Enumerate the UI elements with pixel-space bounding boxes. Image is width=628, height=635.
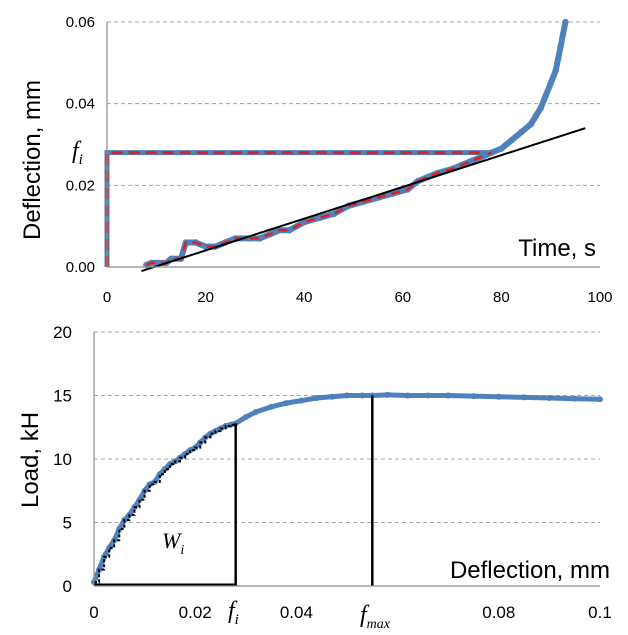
c1-data-point [508, 137, 515, 144]
c2-data-point [136, 496, 143, 503]
c1-series-line [145, 21, 569, 268]
c2-guides [94, 395, 374, 587]
c2-data-point [146, 481, 153, 488]
c2-data-point [187, 447, 194, 454]
c2-data-point [283, 400, 290, 407]
c1-x-tick-label: 100 [587, 289, 612, 306]
c2-data-point [495, 393, 502, 400]
c1-data-point [527, 120, 535, 128]
c2-data-point [106, 544, 113, 551]
c2-fmax-label: fmax [360, 602, 391, 632]
c1-fi-label: fi [72, 138, 83, 168]
c2-xlabel: Deflection, mm [450, 557, 610, 584]
c1-data-point [557, 43, 564, 50]
c2-gridlines [94, 331, 600, 523]
c2-y-tick-label: 5 [63, 514, 72, 533]
c1-x-tick-label: 0 [103, 289, 111, 306]
load-deflection-chart: 0 5 10 15 20 0 0.02 0.04 0.08 0.1 Load, kH Deflec… [17, 323, 612, 632]
c2-axes [93, 332, 600, 587]
c2-data-point [116, 525, 123, 532]
c2-y-tick-label: 10 [53, 450, 72, 469]
deflection-time-chart: 0.00 0.02 0.04 0.06 0 20 40 60 80 100 Deflection,… [19, 14, 613, 306]
c1-data-point [498, 145, 505, 152]
c1-data-point [562, 18, 569, 26]
c2-data-point [424, 392, 431, 399]
c2-data-point [445, 392, 452, 399]
c2-data-point [571, 395, 578, 402]
c2-x-tick-label: 0.02 [179, 603, 212, 622]
c1-x-tick-label: 80 [493, 289, 510, 306]
c1-ylabel: Deflection, mm [19, 80, 46, 240]
c2-tick-labels: 0 5 10 15 20 0 0.02 0.04 0.08 0.1 [53, 323, 612, 622]
c1-data-point [517, 129, 525, 136]
c2-data-point [298, 397, 305, 404]
c1-data-point [547, 80, 554, 87]
c2-w-label: Wi [162, 528, 184, 558]
c1-x-tick-label: 20 [197, 289, 214, 306]
c2-x-tick-label: 0.08 [482, 603, 515, 622]
c2-data-point [344, 392, 350, 399]
c1-trendline-group [141, 127, 586, 273]
c2-series-line [91, 392, 601, 584]
c1-fi-guide-blue [104, 150, 492, 267]
c1-data-point [468, 157, 476, 165]
c1-trendline [141, 127, 586, 273]
c1-y-tick-label: 0.02 [66, 177, 95, 194]
c1-series [143, 18, 569, 269]
c2-data-point [268, 403, 275, 410]
c1-xlabel: Time, s [518, 235, 596, 262]
c1-data-point [286, 227, 293, 234]
c2-series [91, 391, 603, 586]
c1-gridlines [107, 21, 600, 186]
c1-x-tick-label: 40 [296, 289, 313, 306]
c1-fi-guides [104, 150, 492, 267]
c2-data-point [156, 471, 163, 478]
c1-data-point [256, 235, 264, 242]
c2-data-point [359, 392, 366, 399]
c1-x-tick-label: 60 [394, 289, 411, 306]
c1-data-point [559, 31, 567, 38]
c2-data-point [207, 430, 214, 437]
c2-data-point [404, 392, 411, 399]
c2-data-point [521, 394, 528, 401]
c2-data-point [313, 395, 320, 402]
c2-data-point [546, 395, 553, 402]
c2-data-point [182, 450, 189, 457]
c1-fi-guide-red [105, 151, 492, 267]
c2-y-tick-label: 15 [53, 387, 72, 406]
c2-x-tick-label: 0.1 [588, 603, 612, 622]
c1-series-red-overlay [145, 151, 492, 267]
c1-data-point [542, 92, 549, 99]
c2-data-point [242, 414, 249, 421]
c1-data-point [537, 104, 545, 111]
c2-fi-label: fi [228, 598, 239, 628]
c2-data-point [384, 391, 391, 398]
c2-data-point [470, 393, 477, 400]
c1-y-tick-label: 0.04 [66, 96, 95, 113]
c1-data-point [554, 55, 562, 62]
c2-data-point [328, 393, 335, 400]
c1-tick-labels: 0.00 0.02 0.04 0.06 0 20 40 60 80 100 [66, 14, 613, 306]
c1-y-tick-label: 0.00 [66, 259, 95, 276]
c2-x-tick-label: 0.04 [280, 603, 313, 622]
c2-y-tick-label: 20 [53, 323, 72, 342]
c2-data-point [252, 409, 259, 416]
c1-data-point [532, 112, 540, 120]
c1-data-point [202, 243, 209, 250]
c2-data-point [597, 396, 603, 403]
c1-data-point [301, 218, 308, 226]
c1-y-tick-label: 0.06 [66, 14, 95, 31]
c2-data-point [166, 461, 173, 468]
c1-axes [106, 22, 600, 268]
c2-work-curve [94, 423, 237, 584]
c2-data-point [161, 466, 168, 473]
c2-x-tick-label: 0 [89, 603, 98, 622]
c2-ylabel: Load, kH [17, 412, 44, 508]
c2-y-tick-label: 0 [63, 577, 72, 596]
c1-data-point [552, 67, 559, 75]
